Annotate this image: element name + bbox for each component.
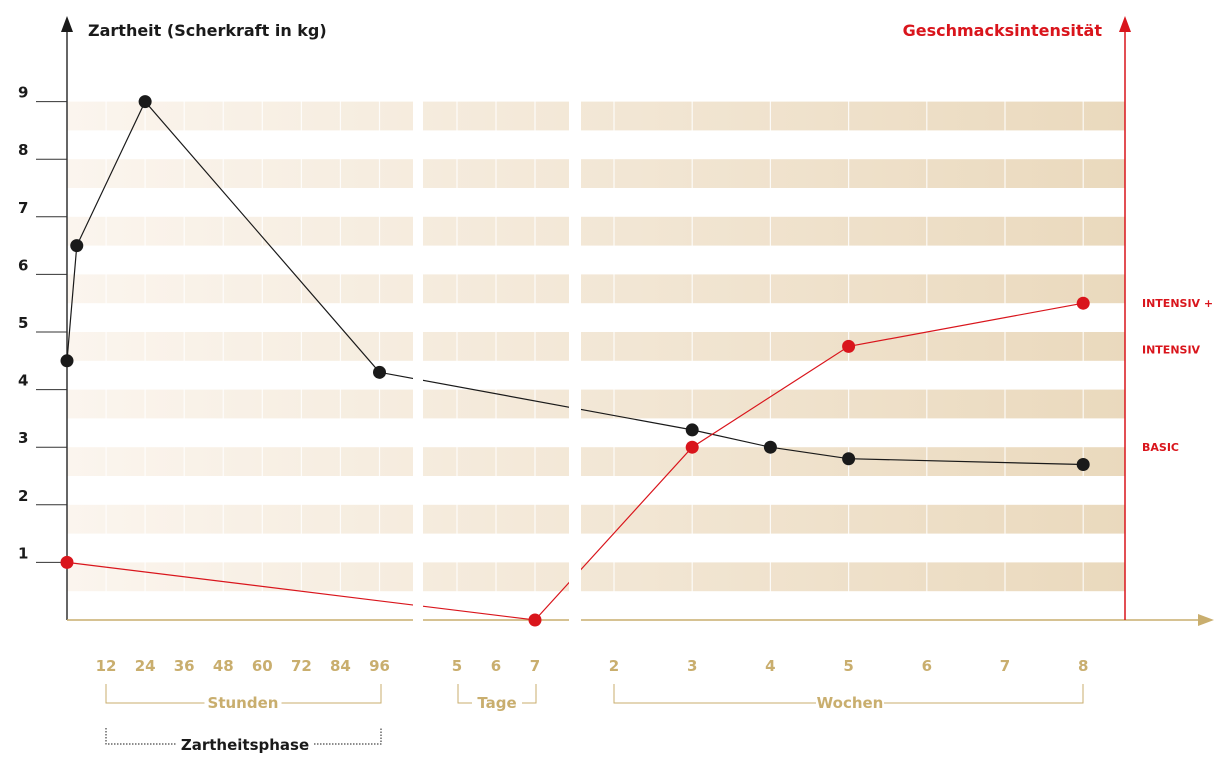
x-tick-label: 96	[369, 657, 390, 675]
y-tick-label: 2	[18, 487, 28, 505]
band	[67, 562, 413, 592]
section-gap	[413, 30, 423, 625]
band	[581, 504, 1125, 534]
x-arrow	[1198, 614, 1214, 626]
y-tick-label: 3	[18, 429, 28, 447]
x-tick-label: 8	[1078, 657, 1088, 675]
y-right-arrow	[1119, 16, 1131, 32]
section-bracket	[613, 684, 1084, 704]
band	[67, 216, 413, 246]
level-label: INTENSIV +	[1142, 297, 1213, 310]
band	[67, 101, 413, 131]
x-tick-label: 4	[765, 657, 775, 675]
x-tick-label: 24	[135, 657, 156, 675]
data-point	[70, 239, 84, 253]
band	[581, 159, 1125, 188]
x-tick-label: 72	[291, 657, 312, 675]
y-tick-label: 7	[18, 199, 28, 217]
section-bracket	[457, 684, 537, 704]
background-bands	[67, 101, 1125, 592]
x-tick-label: 36	[174, 657, 195, 675]
band	[67, 504, 413, 534]
phase-label: Zartheitsphase	[181, 736, 309, 754]
section-bracket	[105, 684, 382, 704]
data-point	[842, 339, 856, 353]
y-left-arrow	[61, 16, 73, 32]
data-point	[138, 95, 152, 109]
band	[581, 389, 1125, 419]
data-point	[1076, 457, 1090, 471]
x-tick-label: 7	[1000, 657, 1010, 675]
band	[67, 159, 413, 188]
data-point	[528, 613, 542, 627]
y-tick-label: 8	[18, 141, 28, 159]
data-point	[842, 452, 856, 466]
x-tick-label: 7	[530, 657, 540, 675]
x-tick-label: 5	[843, 657, 853, 675]
y-tick-label: 9	[18, 84, 28, 102]
band	[581, 101, 1125, 131]
x-tick-label: 6	[491, 657, 501, 675]
data-point	[763, 440, 777, 454]
x-tick-label: 3	[687, 657, 697, 675]
data-point	[685, 423, 699, 437]
y-left-axis-title: Zartheit (Scherkraft in kg)	[88, 21, 327, 40]
y-tick-label: 6	[18, 256, 28, 274]
band	[67, 447, 413, 476]
band	[581, 216, 1125, 246]
x-tick-label: 6	[922, 657, 932, 675]
band	[67, 332, 413, 361]
data-point	[373, 365, 386, 379]
y-right-axis-title: Geschmacksintensität	[903, 21, 1103, 40]
axes	[36, 16, 1214, 626]
data-point	[685, 440, 699, 454]
band	[581, 274, 1125, 304]
data-point	[1076, 296, 1090, 310]
section-label: Stunden	[208, 694, 279, 712]
x-tick-label: 48	[213, 657, 234, 675]
data-point	[60, 555, 74, 569]
y-tick-label: 1	[18, 544, 28, 562]
section-label: Tage	[477, 694, 516, 712]
x-tick-label: 84	[330, 657, 351, 675]
section-gap	[569, 30, 581, 625]
x-tick-label: 12	[96, 657, 117, 675]
x-tick-label: 2	[609, 657, 619, 675]
x-tick-label: 60	[252, 657, 273, 675]
band	[67, 274, 413, 304]
series-line	[66, 100, 1084, 466]
section-gaps	[413, 30, 581, 625]
y-tick-label: 4	[18, 372, 28, 390]
band	[67, 389, 413, 419]
level-label: INTENSIV	[1142, 343, 1201, 356]
band	[581, 562, 1125, 592]
data-point	[60, 354, 74, 368]
section-label: Wochen	[817, 694, 884, 712]
phase-bracket	[105, 728, 382, 745]
x-tick-label: 5	[452, 657, 462, 675]
series-points	[60, 95, 1090, 627]
y-tick-label: 5	[18, 314, 28, 332]
level-label: BASIC	[1142, 441, 1179, 454]
